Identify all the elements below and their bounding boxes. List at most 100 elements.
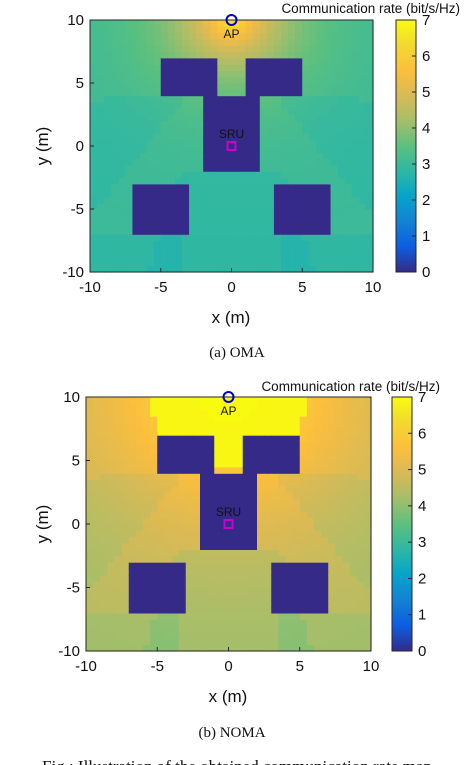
heat-cell [257, 473, 265, 481]
heat-cell [97, 227, 105, 235]
heat-cell [174, 101, 183, 109]
heat-cell [214, 504, 222, 512]
heat-cell [335, 530, 344, 538]
heat-cell [100, 524, 108, 531]
heat-cell [349, 524, 358, 531]
heat-cell [164, 555, 173, 563]
heat-cell [295, 209, 303, 216]
heat-cell [214, 555, 222, 563]
heat-cell [242, 485, 251, 493]
heat-cell [292, 562, 301, 570]
heat-cell [295, 20, 303, 27]
heat-cell [160, 20, 169, 27]
heat-cell [139, 32, 148, 40]
heat-cell [238, 177, 247, 185]
heat-cell [245, 152, 254, 160]
heat-cell [299, 524, 308, 531]
y-tick-label: -5 [71, 201, 84, 218]
heat-cell [107, 447, 116, 455]
heat-cell [189, 171, 197, 179]
heat-cell [153, 146, 162, 153]
heat-cell [171, 485, 180, 493]
heat-cell [97, 259, 105, 267]
heat-cell [292, 536, 301, 544]
heat-cell [174, 183, 183, 191]
heat-cell [157, 568, 165, 576]
heat-cell [228, 504, 237, 512]
heat-cell [288, 158, 296, 166]
heat-cell [139, 133, 148, 141]
heat-cell [114, 397, 123, 404]
heat-cell [160, 246, 169, 254]
heat-cell [114, 530, 123, 538]
heat-cell [228, 549, 237, 557]
heat-cell [321, 409, 329, 417]
heat-cell [221, 612, 230, 620]
heat-cell [200, 606, 208, 614]
heat-cell [185, 397, 194, 404]
heat-cell [231, 221, 240, 229]
heat-cell [100, 416, 108, 423]
heat-cell [245, 164, 254, 172]
heat-cell [104, 139, 112, 147]
heat-cell [266, 95, 275, 103]
heat-cell [164, 606, 173, 614]
heat-cell [107, 397, 116, 404]
heat-cell [337, 196, 346, 204]
heat-cell [342, 562, 351, 570]
heat-cell [330, 259, 339, 267]
heat-cell [178, 587, 187, 595]
heat-cell [171, 466, 180, 474]
heat-cell [157, 543, 165, 550]
heat-cell [235, 555, 244, 563]
heat-cell [146, 221, 155, 229]
heat-cell [292, 606, 301, 614]
heat-cell [185, 460, 194, 468]
heat-cell [114, 625, 123, 633]
heat-cell [316, 101, 325, 109]
heat-cell [189, 127, 197, 134]
heat-cell [299, 441, 308, 449]
heat-cell [97, 246, 105, 254]
heat-cell [249, 593, 258, 601]
heat-cell [252, 234, 261, 242]
heat-cell [349, 409, 358, 417]
heat-cell [167, 253, 176, 260]
heat-cell [125, 32, 134, 40]
heat-cell [121, 536, 130, 544]
heat-cell [111, 127, 119, 134]
heat-cell [200, 625, 208, 633]
heat-cell [264, 638, 272, 646]
heat-cell [200, 479, 208, 487]
heat-cell [104, 89, 112, 97]
heat-cell [181, 32, 190, 40]
heat-cell [181, 215, 190, 223]
heat-cell [281, 38, 289, 46]
heat-cell [224, 183, 233, 191]
heat-cell [171, 587, 180, 595]
heat-cell [266, 101, 275, 109]
heat-cell [321, 631, 329, 639]
heat-cell [358, 240, 367, 248]
heat-cell [107, 403, 116, 411]
heat-cell [330, 196, 339, 204]
heat-cell [143, 416, 151, 423]
heat-cell [107, 638, 116, 646]
heat-cell [192, 479, 201, 487]
heat-cell [281, 202, 289, 210]
heat-cell [164, 447, 173, 455]
heat-cell [107, 625, 116, 633]
heat-cell [288, 139, 296, 147]
heat-cell [337, 265, 346, 273]
heat-cell [356, 403, 365, 411]
heat-cell [306, 555, 315, 563]
heat-cell [365, 133, 374, 141]
heat-cell [153, 227, 162, 235]
heat-cell [245, 83, 254, 90]
heat-cell [125, 183, 134, 191]
heat-cell [150, 574, 158, 582]
heat-cell [271, 485, 279, 493]
heat-cell [302, 183, 310, 191]
heat-cell [365, 209, 374, 216]
heat-cell [185, 524, 194, 531]
